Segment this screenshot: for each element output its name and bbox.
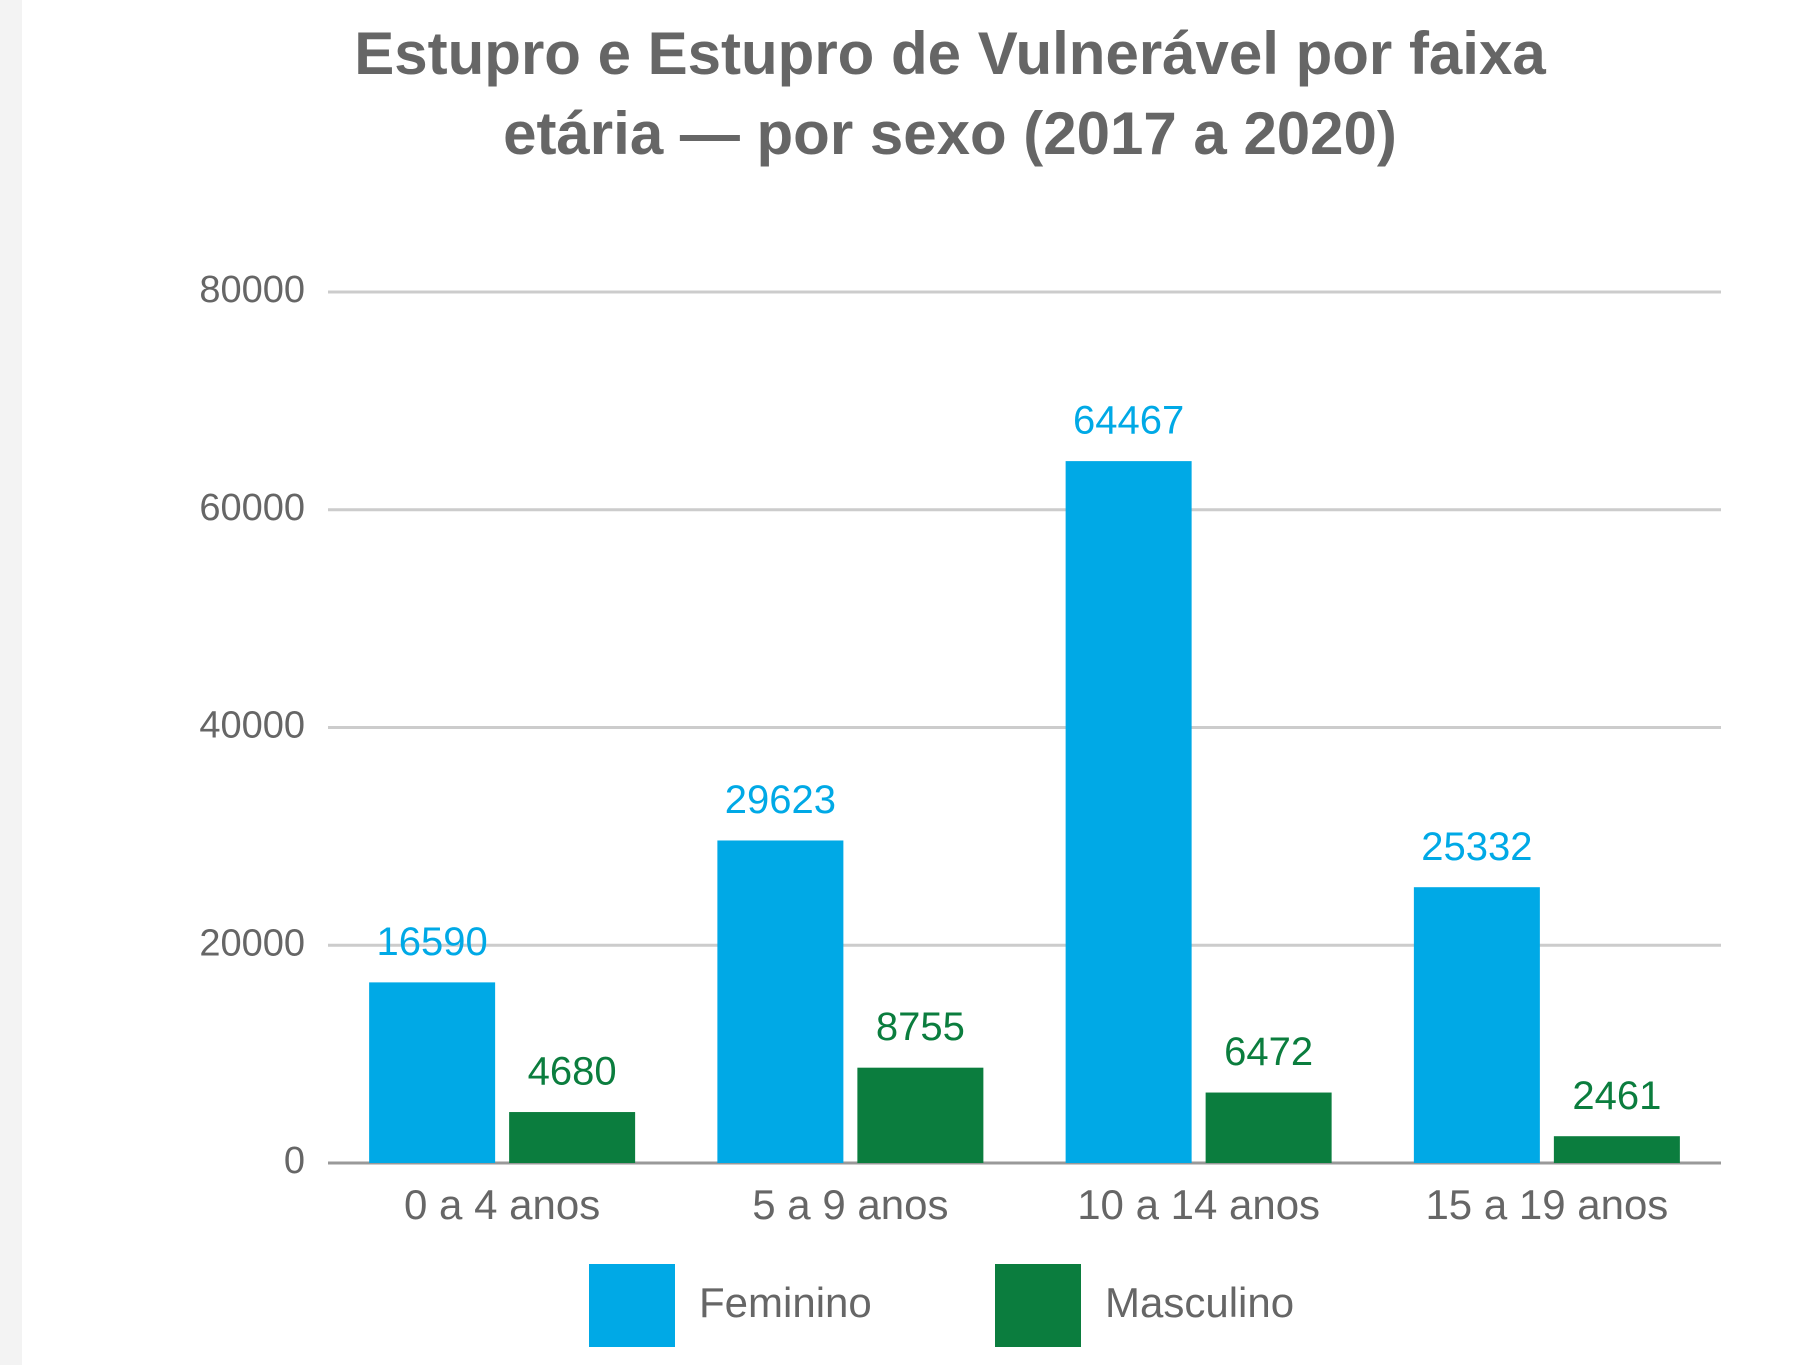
bar [1413, 887, 1540, 1163]
legend-swatch [995, 1264, 1081, 1347]
value-label: 6472 [1224, 1030, 1313, 1074]
bar [1553, 1136, 1680, 1163]
value-label: 29623 [725, 778, 836, 822]
value-label: 25332 [1421, 825, 1532, 869]
y-tick-label: 80000 [199, 269, 305, 311]
value-label: 64467 [1073, 399, 1184, 443]
chart-title: etária — por sexo (2017 a 2020) [503, 100, 1397, 167]
y-tick-label: 40000 [199, 705, 305, 747]
y-tick-label: 20000 [199, 922, 305, 964]
bar [717, 840, 844, 1163]
y-tick-label: 0 [284, 1140, 305, 1182]
bar [1205, 1092, 1332, 1163]
value-label: 4680 [528, 1050, 617, 1094]
chart-title: Estupro e Estupro de Vulnerável por faix… [354, 20, 1546, 87]
bar [369, 982, 496, 1163]
y-tick-label: 60000 [199, 487, 305, 529]
x-tick-label: 0 a 4 anos [404, 1181, 600, 1228]
value-label: 2461 [1572, 1074, 1661, 1118]
x-tick-label: 5 a 9 anos [752, 1181, 948, 1228]
legend-swatch [589, 1264, 675, 1347]
bar [509, 1112, 636, 1163]
value-label: 8755 [876, 1005, 965, 1049]
x-tick-label: 10 a 14 anos [1077, 1181, 1320, 1228]
bar [857, 1067, 984, 1163]
legend-label: Feminino [699, 1279, 872, 1326]
bar [1065, 461, 1192, 1163]
legend-label: Masculino [1105, 1279, 1294, 1326]
x-tick-label: 15 a 19 anos [1425, 1181, 1668, 1228]
value-label: 16590 [377, 920, 488, 964]
